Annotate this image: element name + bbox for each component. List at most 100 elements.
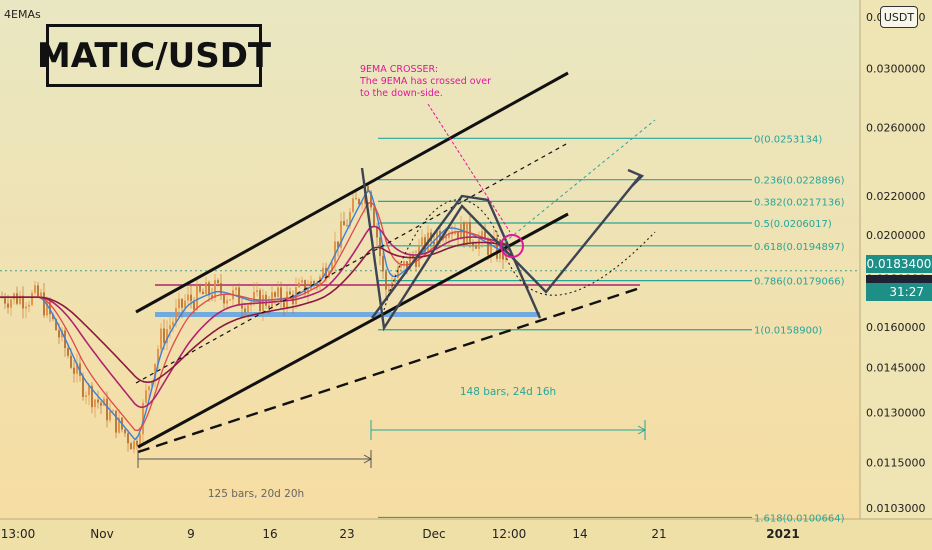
candle-body <box>484 231 486 240</box>
candle-body <box>394 277 396 283</box>
measurement-tools: 125 bars, 20d 20h 148 bars, 24d 16h <box>137 386 647 500</box>
candle-body <box>316 283 318 286</box>
currency-badge[interactable]: USDT <box>880 6 918 28</box>
candle-body <box>487 239 489 255</box>
candle-body <box>160 328 162 349</box>
candle-body <box>28 304 30 307</box>
candle-body <box>400 265 402 268</box>
candle-body <box>247 305 249 313</box>
candle-body <box>22 295 24 309</box>
ema-cross-annotation: 9EMA CROSSER: The 9EMA has crossed over … <box>360 64 500 100</box>
candle-body <box>385 271 387 290</box>
candle-body <box>208 282 210 296</box>
candle-body <box>322 267 324 277</box>
fib-level-label: 0.618(0.0194897) <box>754 242 845 253</box>
candle-body <box>298 282 300 288</box>
candle-body <box>112 410 114 412</box>
candle-body <box>130 443 132 450</box>
candle-body <box>214 280 216 298</box>
candle-body <box>40 292 42 297</box>
candle-body <box>193 300 195 310</box>
price-axis-ticks: 0.03400000.03000000.02600000.02200000.02… <box>866 11 926 515</box>
candle-body <box>139 434 141 446</box>
candle-body <box>172 321 174 326</box>
indicator-legend[interactable]: 4EMAs <box>4 8 41 21</box>
measure-1-label: 125 bars, 20d 20h <box>208 488 304 500</box>
candle-body <box>397 267 399 278</box>
annotation-line-1: 9EMA CROSSER: <box>360 64 439 75</box>
price-tick-label: 0.0200000 <box>866 229 926 242</box>
fib-level-label: 1(0.0158900) <box>754 326 822 337</box>
candle-body <box>304 280 306 295</box>
candle-body <box>25 306 27 309</box>
candle-body <box>343 221 345 226</box>
candle-body <box>367 185 369 192</box>
candle-body <box>190 294 192 301</box>
candle-body <box>94 399 96 408</box>
projection-zigzag <box>360 167 641 332</box>
candle-body <box>73 367 75 374</box>
annotation-line-2: The 9EMA has crossed over <box>360 76 491 87</box>
candle-body <box>19 295 21 304</box>
time-tick-label: 21 <box>651 527 666 541</box>
ema-cross-circle <box>500 234 524 258</box>
candle-body <box>361 203 363 205</box>
ema-100-line <box>0 241 511 384</box>
candle-body <box>217 280 219 284</box>
candle-body <box>256 290 258 293</box>
price-tick-label: 0.0160000 <box>866 321 926 334</box>
candle-body <box>220 283 222 295</box>
candle-body <box>157 348 159 364</box>
candle-body <box>82 375 84 397</box>
candle-body <box>373 207 375 227</box>
candle-body <box>472 241 474 247</box>
candle-body <box>127 433 129 444</box>
price-tick-label: 0.0300000 <box>866 62 926 75</box>
candle-body <box>346 225 348 227</box>
candle-body <box>469 221 471 242</box>
candle-body <box>457 231 459 240</box>
candle-body <box>451 232 453 235</box>
candle-body <box>466 221 468 245</box>
candle-body <box>421 237 423 247</box>
candle-body <box>460 222 462 240</box>
candle-body <box>448 232 450 238</box>
candle-body <box>433 241 435 245</box>
annotation-pointer <box>427 103 511 233</box>
candle-body <box>16 293 18 304</box>
candle-body <box>4 297 6 304</box>
candle-body <box>70 355 72 368</box>
candle-body <box>97 399 99 403</box>
candle-body <box>115 410 117 433</box>
time-tick-label: 14 <box>572 527 587 541</box>
candle-body <box>409 255 411 270</box>
candle-body <box>415 257 417 267</box>
candle-body <box>88 385 90 396</box>
candle-body <box>205 282 207 295</box>
trend-drawings <box>135 71 656 454</box>
measure-2-arrow <box>637 425 647 435</box>
candle-body <box>7 303 9 308</box>
candle-body <box>10 299 12 308</box>
candle-body <box>490 241 492 255</box>
candle-body <box>118 417 120 433</box>
candle-body <box>13 293 15 300</box>
ema-55-line <box>0 225 511 409</box>
time-axis-ticks: 13:00 Nov 9 16 23 Dec 12:00 14 21 2021 <box>1 527 800 541</box>
time-tick-label: 2021 <box>766 527 799 541</box>
channel-upper-line <box>135 71 569 314</box>
candle-body <box>67 348 69 356</box>
time-tick-label: 9 <box>187 527 195 541</box>
time-tick-label: Dec <box>422 527 445 541</box>
candle-body <box>283 302 285 308</box>
fib-level-label: 0.236(0.0228896) <box>754 176 845 187</box>
candle-body <box>403 261 405 266</box>
candle-body <box>355 198 357 200</box>
time-tick-label: 13:00 <box>1 527 36 541</box>
candle-body <box>253 292 255 303</box>
fib-level-label: 0.5(0.0206017) <box>754 219 832 230</box>
candle-body <box>184 300 186 308</box>
